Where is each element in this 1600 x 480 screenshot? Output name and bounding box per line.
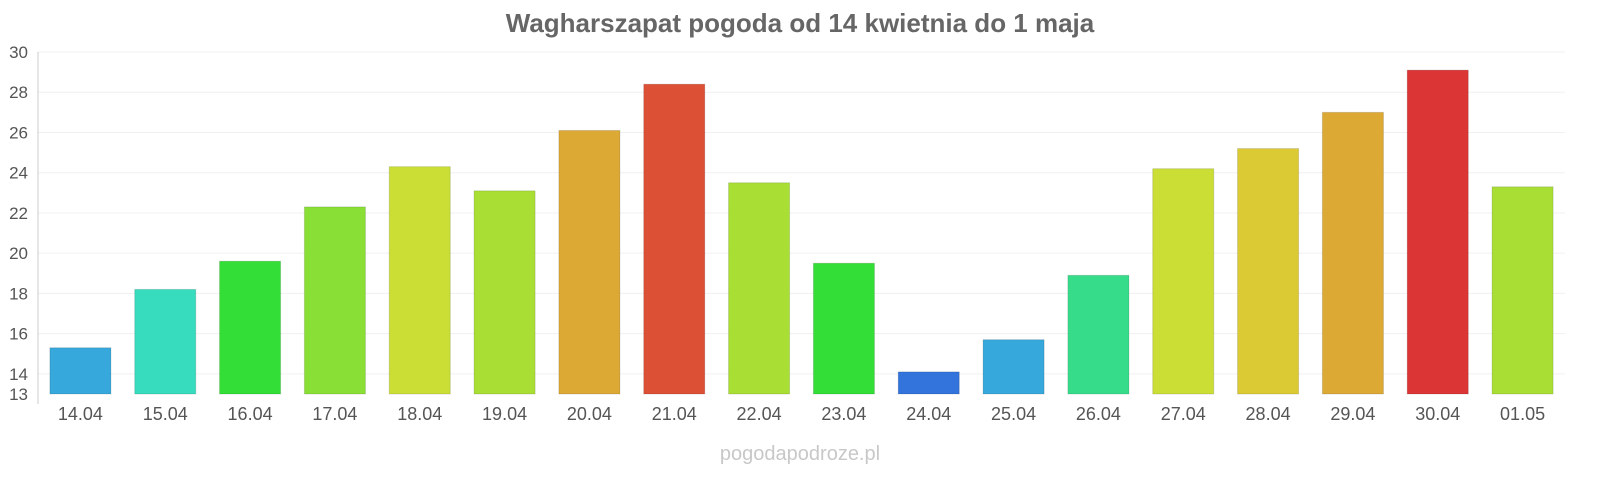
x-tick-label: 17.04 [312, 404, 357, 424]
x-tick-label: 23.04 [821, 404, 866, 424]
y-tick-label: 18 [9, 284, 28, 303]
x-tick-label: 01.05 [1500, 404, 1545, 424]
x-tick-label: 29.04 [1330, 404, 1375, 424]
bar [812, 262, 875, 395]
bar [1237, 148, 1300, 395]
bar [134, 288, 197, 395]
x-tick-label: 20.04 [567, 404, 612, 424]
y-tick-label: 22 [9, 204, 28, 223]
bar [1152, 168, 1215, 395]
bar [473, 190, 536, 395]
bar [558, 129, 621, 395]
bars [49, 69, 1554, 395]
bar [388, 166, 451, 395]
bar [1321, 111, 1384, 395]
bar [1491, 186, 1554, 395]
x-tick-label: 27.04 [1161, 404, 1206, 424]
x-tick-label: 21.04 [652, 404, 697, 424]
bar [643, 83, 706, 395]
x-tick-label: 26.04 [1076, 404, 1121, 424]
bar [1067, 274, 1130, 395]
bar [303, 206, 366, 395]
x-tick-label: 25.04 [991, 404, 1036, 424]
bar [897, 371, 960, 395]
x-tick-label: 24.04 [906, 404, 951, 424]
y-tick-label: 24 [9, 164, 28, 183]
y-tick-label: 30 [9, 43, 28, 62]
y-tick-label: 28 [9, 83, 28, 102]
x-tick-labels: 14.04 15.04 16.04 17.04 18.04 19.04 20.04 21.04… [58, 404, 1545, 424]
bar [728, 182, 791, 395]
y-tick-label: 13 [9, 385, 28, 404]
footer-source: pogodapodroze.pl [720, 443, 880, 465]
y-tick-label: 14 [9, 365, 28, 384]
bar [219, 260, 282, 395]
chart-title: Wagharszapat pogoda od 14 kwietnia do 1 … [506, 8, 1095, 38]
grid-lines [38, 51, 1565, 375]
x-tick-label: 22.04 [737, 404, 782, 424]
y-tick-label: 20 [9, 244, 28, 263]
x-tick-label: 30.04 [1415, 404, 1460, 424]
x-tick-label: 28.04 [1246, 404, 1291, 424]
x-tick-label: 18.04 [397, 404, 442, 424]
bar [49, 347, 112, 395]
bar [982, 339, 1045, 395]
x-tick-label: 19.04 [482, 404, 527, 424]
y-tick-label: 16 [9, 325, 28, 344]
y-tick-label: 26 [9, 123, 28, 142]
x-tick-label: 16.04 [228, 404, 273, 424]
x-tick-label: 14.04 [58, 404, 103, 424]
x-tick-label: 15.04 [143, 404, 188, 424]
bar [1406, 69, 1469, 395]
